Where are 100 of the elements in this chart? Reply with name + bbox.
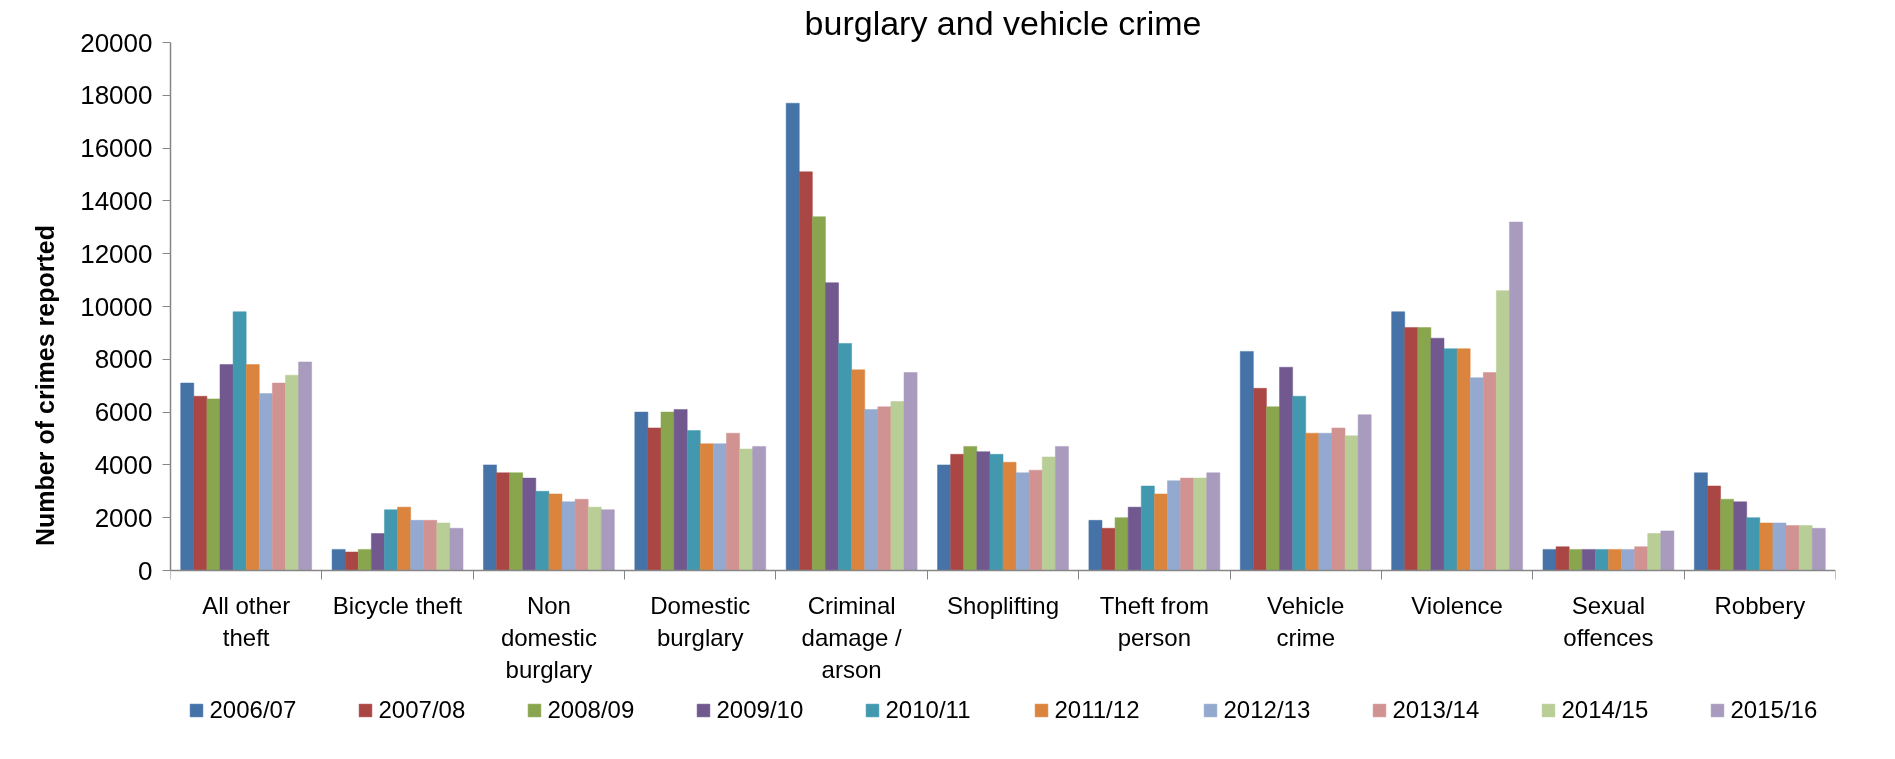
y-tick-label: 2000	[94, 502, 153, 533]
bar	[410, 520, 424, 571]
y-tick-label: 4000	[94, 449, 153, 480]
bar	[1055, 446, 1069, 571]
bar	[1798, 525, 1813, 571]
bar	[1127, 506, 1142, 571]
bar	[1404, 327, 1419, 571]
bar	[561, 501, 576, 571]
bar	[864, 409, 879, 571]
bar	[245, 364, 260, 571]
bar	[1443, 348, 1458, 571]
bar	[1206, 472, 1221, 571]
legend-label: 2014/15	[1561, 696, 1649, 724]
bar	[384, 509, 398, 571]
bar	[358, 549, 372, 571]
bar	[1772, 522, 1787, 571]
bar	[272, 382, 286, 571]
y-tick-label: 0	[138, 555, 153, 586]
bar	[825, 282, 839, 571]
bar	[799, 171, 813, 571]
y-tick-label: 6000	[94, 397, 153, 428]
bar	[976, 451, 991, 571]
bar	[180, 382, 195, 571]
x-tick-label: Theft from person	[1099, 591, 1210, 651]
bar	[331, 549, 346, 571]
bar	[785, 102, 800, 571]
bar	[344, 551, 359, 571]
bar	[1746, 517, 1761, 571]
legend-label: 2010/11	[885, 696, 972, 724]
bar	[535, 491, 550, 571]
bar	[1331, 427, 1346, 571]
bar	[838, 343, 852, 571]
bar	[436, 522, 451, 571]
x-tick-label: Criminal damage / arson	[801, 591, 902, 684]
bar	[1279, 366, 1293, 571]
bar	[509, 472, 523, 571]
bar	[449, 528, 464, 571]
bar	[601, 509, 615, 571]
bar	[752, 446, 766, 571]
bar	[1344, 435, 1359, 571]
bar	[1141, 485, 1155, 571]
bar	[647, 427, 662, 571]
bar	[232, 311, 247, 571]
bar	[1707, 485, 1721, 571]
bar	[686, 430, 701, 571]
y-axis-title: Number of crimes reported	[31, 225, 60, 546]
bar	[1028, 469, 1043, 571]
bar	[285, 374, 299, 571]
bar	[1088, 520, 1103, 571]
bar	[206, 398, 221, 571]
bar	[574, 498, 589, 571]
bar	[219, 364, 234, 571]
legend-label: 2008/09	[547, 696, 635, 724]
y-tick-label: 8000	[94, 344, 153, 375]
bar	[193, 396, 208, 571]
legend-label: 2012/13	[1223, 696, 1311, 724]
bar	[1357, 414, 1372, 571]
bar	[673, 409, 688, 571]
bar	[1720, 498, 1734, 571]
bar	[1634, 546, 1648, 571]
bar	[1266, 406, 1280, 571]
y-tick-label: 16000	[80, 133, 153, 164]
chart-title: burglary and vehicle crime	[804, 3, 1202, 42]
bar	[1621, 549, 1635, 571]
bar	[496, 472, 510, 571]
bar	[1193, 477, 1207, 571]
bar	[371, 533, 385, 571]
bar	[397, 506, 411, 571]
bar	[259, 393, 273, 571]
bar	[1694, 472, 1708, 571]
bar	[660, 411, 675, 571]
bar	[1509, 221, 1523, 571]
x-tick-label: Violence	[1411, 591, 1503, 619]
bar	[963, 446, 978, 571]
bar	[1305, 432, 1320, 571]
bar	[1180, 477, 1194, 571]
bar	[1456, 348, 1471, 571]
x-tick-label: Bicycle theft	[332, 591, 463, 619]
legend-label: 2015/16	[1730, 696, 1818, 724]
bar	[1608, 549, 1622, 571]
bar	[1417, 327, 1432, 571]
bar	[1733, 501, 1747, 571]
bar	[1002, 462, 1017, 571]
bar	[423, 520, 438, 571]
bar	[739, 448, 753, 571]
y-tick-label: 12000	[80, 238, 153, 269]
bar	[1759, 522, 1774, 571]
legend-label: 2006/07	[209, 696, 297, 724]
bar	[950, 454, 964, 571]
bar	[522, 477, 537, 571]
bar	[1483, 372, 1497, 571]
x-tick-label: Sexual offences	[1563, 591, 1654, 651]
bar	[1568, 549, 1583, 571]
bar	[700, 443, 714, 571]
bar	[812, 216, 826, 571]
legend-label: 2013/14	[1392, 696, 1480, 724]
y-tick-label: 10000	[80, 291, 153, 322]
bar	[1582, 549, 1596, 571]
bar	[483, 464, 497, 571]
bar	[1469, 377, 1484, 571]
